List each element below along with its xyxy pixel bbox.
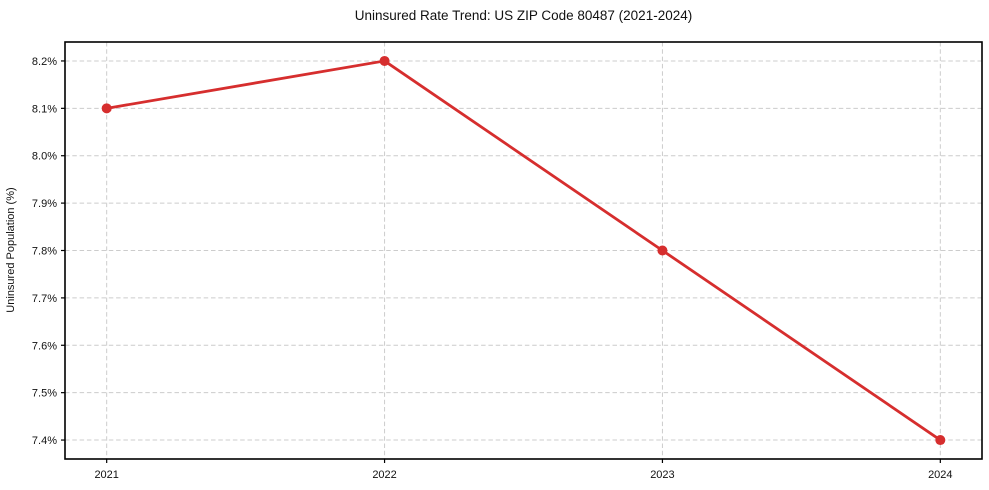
y-tick-label: 7.4% [32,435,57,447]
x-tick-label: 2024 [928,469,952,481]
x-tick-label: 2021 [94,469,118,481]
y-tick-label: 7.8% [32,246,57,258]
y-tick-label: 7.5% [32,388,57,400]
y-tick-label: 8.0% [32,151,57,163]
x-tick-label: 2022 [372,469,396,481]
y-tick-label: 7.9% [32,198,57,210]
y-tick-label: 8.2% [32,56,57,68]
y-tick-label: 8.1% [32,103,57,115]
data-point-marker [657,245,668,256]
data-point-marker [935,435,946,446]
x-tick-label: 2023 [650,469,674,481]
data-point-marker [379,55,390,66]
y-tick-label: 7.7% [32,293,57,305]
chart-title: Uninsured Rate Trend: US ZIP Code 80487 … [354,8,693,23]
y-tick-label: 7.6% [32,340,57,352]
data-point-marker [101,103,112,114]
y-axis-label: Uninsured Population (%) [5,187,17,313]
trend-line [105,59,942,442]
plot-border [64,41,983,460]
